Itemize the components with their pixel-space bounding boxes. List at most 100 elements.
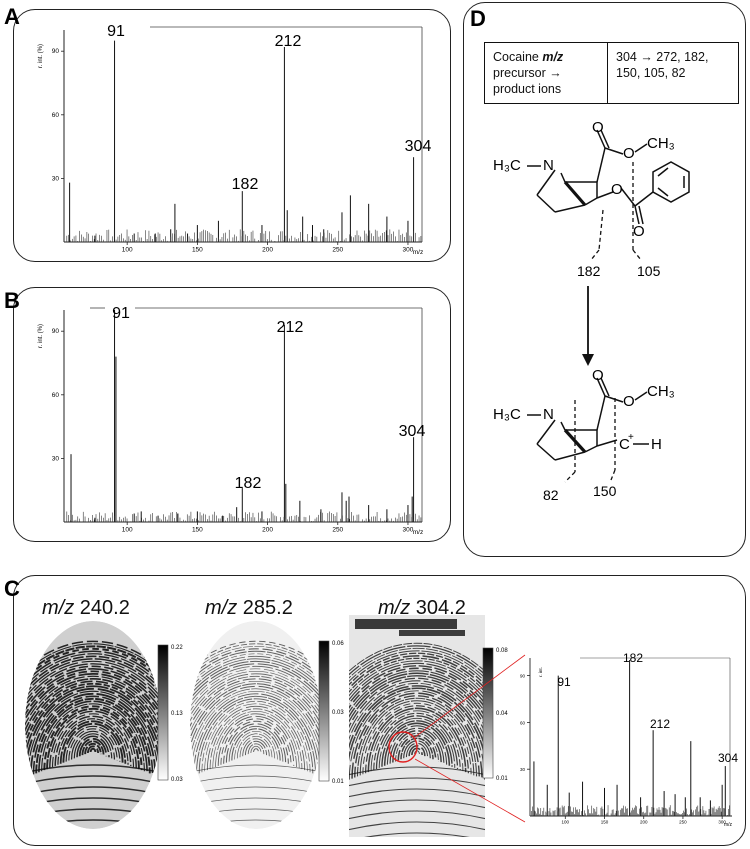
inset-peak-label-91: 91 [557,675,571,689]
fingerprint-ridge [190,668,322,787]
spectrum-b-xtick-label: 250 [332,527,343,534]
fingerprint-ridge [190,650,322,794]
fingerprint-ridge [403,740,431,759]
fingerprint-image-3 [349,615,485,837]
fingerprint-ridge [27,690,159,777]
fingerprint-ridge [25,650,161,794]
inset-ytick-label: 60 [520,720,525,725]
spectrum-b-ylabel: r. int. (%) [38,324,44,348]
spectrum-a-peak-label-182: 182 [232,176,259,193]
fingerprint-ridge [25,653,161,793]
fingerprint-ridge [81,740,105,756]
image-title-2-value: 285.2 [237,597,293,619]
spectrum-a-yticks: 30 60 90 [52,48,64,182]
fingerprint-ridge [349,655,485,690]
inset-xtick-label: 200 [640,820,648,825]
image-title-1-value: 240.2 [74,597,130,619]
spectrum-b-xlabel: m/z [413,529,423,536]
fingerprint-ridge [86,745,100,754]
image-title-3: m/z 304.2 [378,597,466,620]
spectrum-b-bars [70,310,415,522]
colorbar-3-mid: 0.04 [496,711,508,717]
fingerprint-ridge [25,647,161,795]
spectrum-a-bars [69,40,415,242]
image-title-2: m/z 285.2 [205,597,293,620]
fingerprint-ridge [215,713,297,767]
spectrum-b-peak-label-182: 182 [235,475,262,492]
fingerprint-ridge [51,713,135,767]
inset-xtick-label: 300 [718,820,726,825]
fingerprint-ridge [349,690,485,780]
fingerprint-ridge [349,667,485,710]
fingerprint-ridge [349,662,485,701]
spectrum-a-ytick-label: 30 [52,175,60,182]
fingerprint-ridge [25,655,161,792]
inset-axes [529,657,732,817]
colorbar-3-max: 0.08 [496,648,508,654]
fingerprint-ridge [356,697,478,777]
spectrum-a-xlabel: m/z [413,249,423,256]
fingerprint-ridge [349,675,485,723]
fingerprint-ridge [193,693,319,776]
fingerprint-ridge [375,715,459,769]
fingerprint-ridge [73,733,113,759]
fingerprint-ridge [239,735,273,758]
fingerprint-ridge [23,831,163,839]
fingerprint-ridge [349,642,485,672]
fingerprint-ridge [196,695,316,775]
fingerprint-ridge [349,788,485,798]
fingerprint-ridge [370,710,464,772]
fragment-105-label: 105 [637,263,661,279]
fingerprint-ridge [41,703,145,772]
fingerprint-ridge [220,718,292,765]
fingerprint-ridge [373,712,461,771]
cocaine-fragmentation-scheme: H₃C N O O CH₃ O O 182 105 H₃C N O O CH₃ [493,119,690,503]
spectrum-a-xticks: 100 150 200 250 300 [122,242,414,254]
product-o-ester: O [623,393,635,410]
fingerprint-ridge [25,764,161,774]
fingerprint-ridge [190,648,322,795]
image-title-1: m/z 240.2 [42,597,130,620]
cocaine-o-ester: O [623,145,635,162]
fingerprint-ridge [383,722,451,766]
spectrum-b-yticks: 30 60 90 [52,328,64,462]
fingerprint-ridge [25,670,161,786]
fingerprint-ridge [49,710,137,769]
fingerprint-ridge [362,702,472,775]
fingerprint-ridge [78,737,108,757]
fingerprint-ridge [76,735,110,758]
fingerprint-ridge [349,777,485,787]
product-carbocation-c: C [619,436,630,453]
inset-spectrum: 30 60 90 100 150 200 250 300 r. int. m/z 91 18… [520,651,738,828]
image-title-1-mz: m/z [42,597,75,619]
fingerprint-ridge [392,730,442,763]
inset-noise [531,805,730,816]
colorbar-1-min: 0.03 [171,777,183,783]
fingerprint-ridge [349,810,485,820]
product-ion-bold-bonds [563,428,587,454]
spectrum-a-ytick-label: 60 [52,112,60,119]
fingerprint-ridge [186,831,326,839]
fingerprint-ridge [43,705,143,771]
fingerprint-ridge [349,670,485,714]
fingerprint-ridge [46,707,140,770]
fingerprint-ridge [206,705,306,771]
fingerprint-ridge [349,645,485,676]
fingerprint-ridge [25,775,161,785]
fingerprint-ridge [190,665,322,788]
cocaine-n: N [543,157,554,174]
image-title-3-mz: m/z [378,597,411,619]
spectrum-b: 30 60 90 100 150 200 250 300 r. int. (%) m/z 9… [38,305,425,536]
fingerprint-ridge [253,748,259,753]
fingerprint-ridge [367,707,467,773]
fingerprint-ridge [209,708,303,770]
table-right-line2: 150, 105, 82 [616,66,686,80]
inset-ylabel: r. int. [538,667,543,677]
spectrum-b-noise [66,511,422,522]
spectrum-a-peak-label-212: 212 [275,33,302,50]
fingerprint-ridge [190,671,322,786]
fingerprint-ridge [364,832,470,837]
spectrum-b-xtick-label: 100 [122,527,133,534]
colorbar-3-min: 0.01 [496,776,508,782]
fingerprint-ridge [25,685,161,779]
